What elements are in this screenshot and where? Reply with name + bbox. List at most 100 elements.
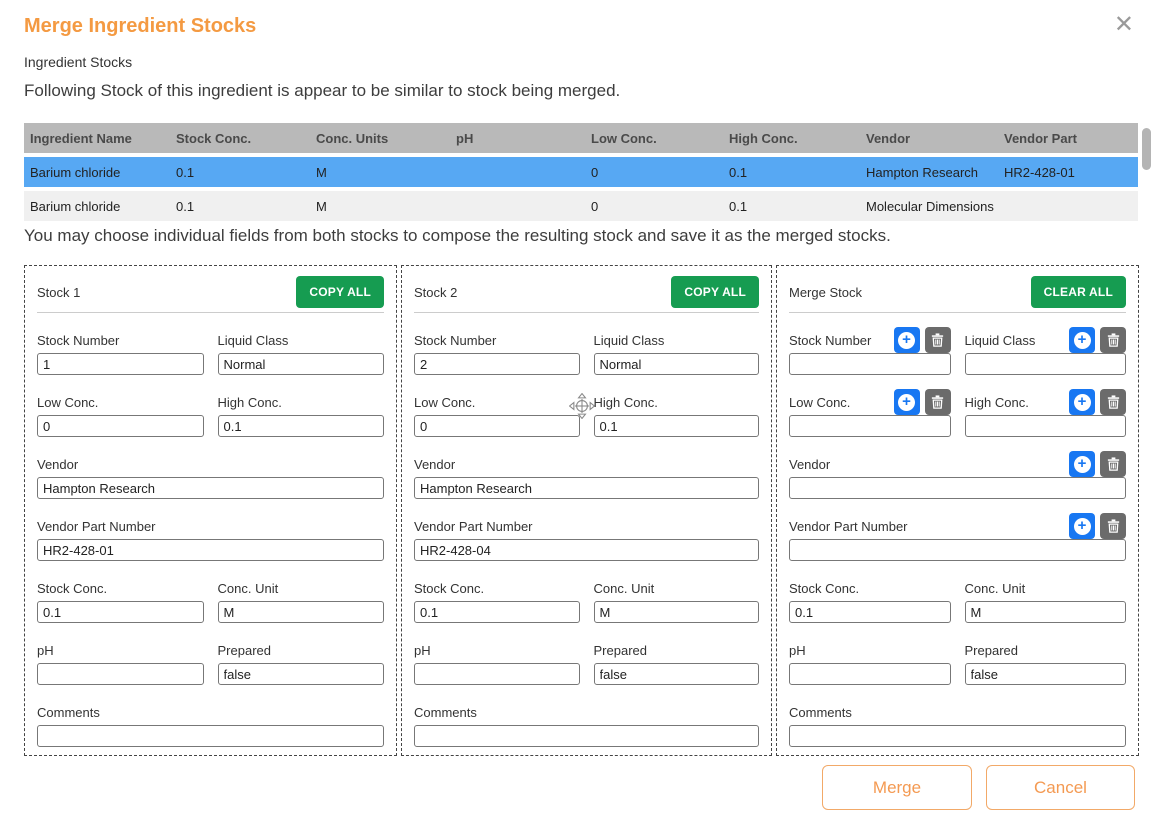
stock2-ph-input[interactable] xyxy=(414,663,580,685)
clear-all-button[interactable]: CLEAR ALL xyxy=(1030,276,1126,308)
panel-divider xyxy=(414,312,759,313)
delete-vendor-button[interactable] xyxy=(1100,451,1126,477)
stock1-vendor-part-input[interactable] xyxy=(37,539,384,561)
column-header: Low Conc. xyxy=(591,130,657,146)
stock2-conc-unit-input[interactable] xyxy=(593,601,759,623)
vendor-part-label: Vendor Part Number xyxy=(789,518,908,534)
stock1-panel: Stock 1 COPY ALL Stock Number Liquid Cla… xyxy=(24,265,397,756)
delete-liquid-class-button[interactable] xyxy=(1100,327,1126,353)
prepared-label: Prepared xyxy=(593,642,647,658)
stock-conc-label: Stock Conc. xyxy=(789,580,860,596)
stock1-low-conc-input[interactable] xyxy=(37,415,204,437)
panel-divider xyxy=(789,312,1126,313)
add-high-conc-button[interactable]: + xyxy=(1069,389,1095,415)
stock1-prepared-input[interactable] xyxy=(217,663,384,685)
vendor-part-label: Vendor Part Number xyxy=(414,518,533,534)
stock-number-label: Stock Number xyxy=(37,332,120,348)
merge-conc-unit-input[interactable] xyxy=(964,601,1126,623)
add-liquid-class-button[interactable]: + xyxy=(1069,327,1095,353)
column-header: Vendor Part xyxy=(1004,130,1077,146)
add-vendor-part-button[interactable]: + xyxy=(1069,513,1095,539)
stock-conc-label: Stock Conc. xyxy=(37,580,108,596)
plus-icon: + xyxy=(898,393,915,411)
table-scrollbar[interactable] xyxy=(1142,125,1151,219)
table-header-row: Ingredient Name Stock Conc. Conc. Units … xyxy=(24,123,1138,153)
plus-icon: + xyxy=(1073,331,1091,349)
stock1-panel-title: Stock 1 xyxy=(37,284,81,300)
stock2-vendor-part-input[interactable] xyxy=(414,539,759,561)
stock2-stock-number-input[interactable] xyxy=(414,353,580,375)
stock1-stock-conc-input[interactable] xyxy=(37,601,204,623)
low-conc-label: Low Conc. xyxy=(789,394,851,410)
conc-unit-label: Conc. Unit xyxy=(964,580,1026,596)
liquid-class-label: Liquid Class xyxy=(964,332,1036,348)
trash-icon xyxy=(1107,395,1119,409)
merge-vendor-part-input[interactable] xyxy=(789,539,1126,561)
stock2-low-conc-input[interactable] xyxy=(414,415,580,437)
merge-stock-conc-input[interactable] xyxy=(789,601,951,623)
merge-vendor-input[interactable] xyxy=(789,477,1126,499)
similar-stock-description: Following Stock of this ingredient is ap… xyxy=(24,81,621,100)
cell-high-conc: 0.1 xyxy=(729,164,748,180)
cell-vendor-part: HR2-428-01 xyxy=(1004,164,1075,180)
stock2-high-conc-input[interactable] xyxy=(593,415,759,437)
merge-prepared-input[interactable] xyxy=(964,663,1126,685)
stock1-copy-all-button[interactable]: COPY ALL xyxy=(296,276,384,308)
plus-icon: + xyxy=(1073,393,1091,411)
stock2-copy-all-button[interactable]: COPY ALL xyxy=(671,276,759,308)
merge-panel-title: Merge Stock xyxy=(789,284,862,300)
high-conc-label: High Conc. xyxy=(593,394,658,410)
trash-icon xyxy=(1107,519,1119,533)
comments-label: Comments xyxy=(789,704,852,720)
stock1-vendor-input[interactable] xyxy=(37,477,384,499)
stock1-liquid-class-input[interactable] xyxy=(217,353,384,375)
vendor-part-label: Vendor Part Number xyxy=(37,518,156,534)
merge-liquid-class-input[interactable] xyxy=(964,353,1126,375)
cell-low-conc: 0 xyxy=(591,198,599,214)
merge-comments-input[interactable] xyxy=(789,725,1126,747)
conc-unit-label: Conc. Unit xyxy=(593,580,655,596)
table-row[interactable]: Barium chloride 0.1 M 0 0.1 Hampton Rese… xyxy=(24,157,1138,187)
column-header: Vendor xyxy=(866,130,911,146)
stock2-vendor-input[interactable] xyxy=(414,477,759,499)
stock1-high-conc-input[interactable] xyxy=(217,415,384,437)
plus-icon: + xyxy=(1073,517,1091,535)
add-stock-number-button[interactable]: + xyxy=(893,327,920,353)
delete-vendor-part-button[interactable] xyxy=(1100,513,1126,539)
merge-stock-panel: Merge Stock CLEAR ALL Stock Number + Liq… xyxy=(776,265,1139,756)
ph-label: pH xyxy=(414,642,431,658)
stock2-comments-input[interactable] xyxy=(414,725,759,747)
comments-label: Comments xyxy=(37,704,100,720)
cancel-button[interactable]: Cancel xyxy=(986,765,1135,810)
scrollbar-thumb[interactable] xyxy=(1142,128,1151,170)
cell-high-conc: 0.1 xyxy=(729,198,748,214)
table-row[interactable]: Barium chloride 0.1 M 0 0.1 Molecular Di… xyxy=(24,191,1138,221)
liquid-class-label: Liquid Class xyxy=(217,332,289,348)
stock1-ph-input[interactable] xyxy=(37,663,204,685)
add-low-conc-button[interactable]: + xyxy=(893,389,920,415)
vendor-label: Vendor xyxy=(414,456,456,472)
dialog-subtitle: Ingredient Stocks xyxy=(24,54,133,70)
stock2-liquid-class-input[interactable] xyxy=(593,353,759,375)
column-header: Ingredient Name xyxy=(30,130,132,146)
stock1-stock-number-input[interactable] xyxy=(37,353,204,375)
merge-button[interactable]: Merge xyxy=(822,765,972,810)
delete-low-conc-button[interactable] xyxy=(924,389,951,415)
stock2-stock-conc-input[interactable] xyxy=(414,601,580,623)
add-vendor-button[interactable]: + xyxy=(1069,451,1095,477)
close-icon[interactable]: ✕ xyxy=(1108,12,1140,38)
stock2-prepared-input[interactable] xyxy=(593,663,759,685)
merge-stock-number-input[interactable] xyxy=(789,353,951,375)
merge-low-conc-input[interactable] xyxy=(789,415,951,437)
merge-ph-input[interactable] xyxy=(789,663,951,685)
delete-stock-number-button[interactable] xyxy=(924,327,951,353)
panel-divider xyxy=(37,312,384,313)
stock1-comments-input[interactable] xyxy=(37,725,384,747)
move-cursor-icon xyxy=(569,393,595,419)
stock2-panel-title: Stock 2 xyxy=(414,284,458,300)
merge-high-conc-input[interactable] xyxy=(964,415,1126,437)
stock1-conc-unit-input[interactable] xyxy=(217,601,384,623)
plus-icon: + xyxy=(1073,455,1091,473)
delete-high-conc-button[interactable] xyxy=(1100,389,1126,415)
high-conc-label: High Conc. xyxy=(964,394,1029,410)
